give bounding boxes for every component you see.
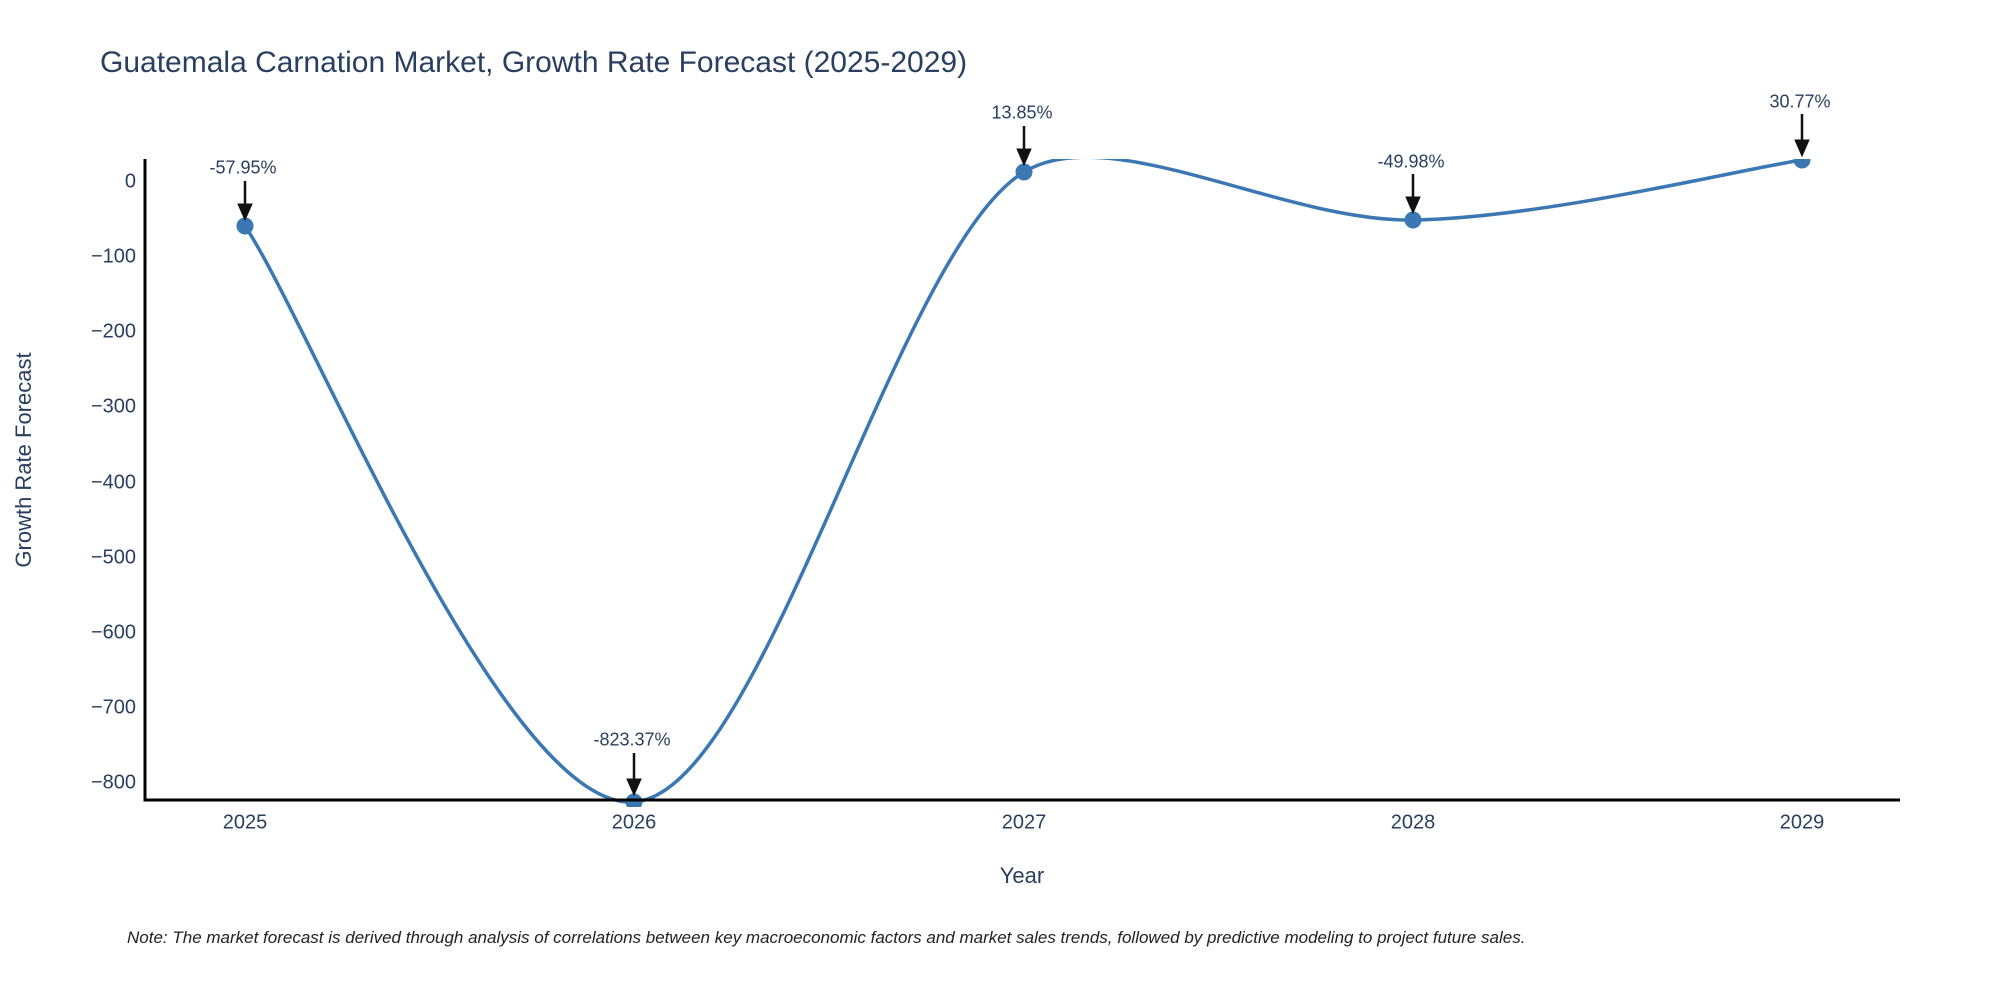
annotation-2029: 30.77%	[1769, 91, 1831, 112]
x-tick-2025: 2025	[222, 811, 268, 834]
y-tick-n600: −600	[90, 621, 136, 644]
trace-group	[236, 159, 1811, 807]
y-tick-n300: −300	[90, 395, 136, 418]
x-axis-title: Year	[999, 863, 1045, 888]
trace-line	[243, 159, 1803, 804]
y-tick-0: 0	[124, 170, 136, 193]
y-tick-n100: −100	[90, 245, 136, 268]
arrow-head-2028	[1405, 196, 1421, 215]
arrow-head-2027	[1016, 148, 1032, 167]
data-point-2025	[236, 217, 254, 235]
y-tick-n700: −700	[90, 696, 136, 719]
data-point-2028	[1404, 211, 1422, 229]
annotation-2027: 13.85%	[991, 102, 1053, 123]
data-point-2027	[1015, 163, 1033, 181]
annotation-2025: -57.95%	[209, 157, 277, 178]
y-tick-n400: −400	[90, 471, 136, 494]
annotation-arrows	[237, 114, 1810, 797]
annotation-2026: -823.37%	[593, 729, 671, 750]
arrow-head-2026	[626, 778, 642, 797]
annotation-2028: -49.98%	[1377, 151, 1445, 172]
x-tick-2026: 2026	[611, 811, 657, 834]
x-tick-2027: 2027	[1001, 811, 1047, 834]
x-tick-2028: 2028	[1390, 811, 1436, 834]
footnote: Note: The market forecast is derived thr…	[127, 928, 1526, 947]
y-tick-n800: −800	[90, 771, 136, 794]
y-tick-n200: −200	[90, 320, 136, 343]
data-point-2029	[1793, 159, 1811, 169]
y-axis-title: Growth Rate Forecast	[11, 352, 36, 568]
arrow-head-2029	[1794, 139, 1810, 158]
chart-title: Guatemala Carnation Market, Growth Rate …	[100, 46, 968, 79]
x-tick-2029: 2029	[1779, 811, 1825, 834]
arrow-head-2025	[237, 203, 253, 222]
y-tick-n500: −500	[90, 546, 136, 569]
